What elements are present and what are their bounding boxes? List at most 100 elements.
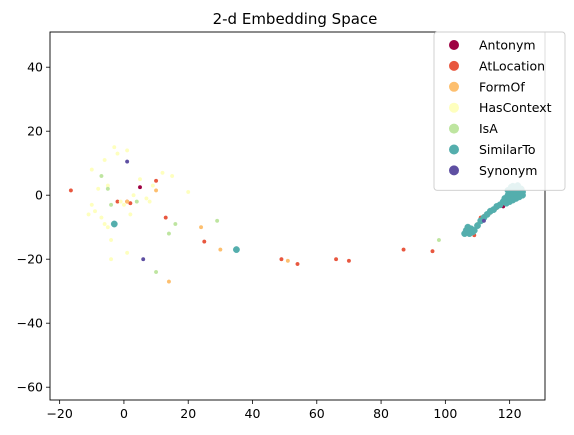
legend: Antonym AtLocation FormOf HasContext IsA Simi… — [433, 31, 566, 191]
data-point — [199, 225, 204, 230]
data-point — [430, 249, 435, 254]
data-point — [137, 177, 142, 182]
x-tick-label: 20 — [180, 406, 196, 421]
data-point — [154, 188, 159, 193]
legend-label: Synonym — [479, 163, 537, 178]
data-point — [474, 222, 481, 230]
data-point — [118, 199, 123, 204]
data-point — [89, 167, 94, 172]
data-point — [141, 257, 146, 262]
data-point — [233, 246, 240, 254]
y-tick-label: 0 — [35, 188, 43, 203]
chart-title: 2-d Embedding Space — [213, 10, 378, 28]
legend-marker — [449, 60, 459, 71]
data-point — [121, 202, 126, 207]
data-point — [334, 257, 339, 262]
data-point — [186, 189, 191, 194]
data-point — [346, 258, 351, 263]
legend-label: SimilarTo — [479, 142, 536, 157]
data-point — [147, 199, 152, 204]
data-point — [134, 199, 139, 204]
legend-label: HasContext — [479, 100, 552, 115]
x-tick-label: 60 — [309, 406, 325, 421]
legend-label: FormOf — [479, 79, 525, 94]
x-tick-label: 0 — [120, 406, 128, 421]
x-tick-label: −20 — [46, 406, 72, 421]
data-point — [105, 225, 110, 230]
data-point — [170, 173, 175, 178]
data-point — [154, 178, 159, 183]
legend-marker — [449, 81, 459, 92]
data-point — [92, 209, 97, 214]
y-tick-label: 20 — [27, 124, 43, 139]
data-point — [115, 151, 120, 156]
data-point — [105, 186, 110, 191]
x-tick-label: 40 — [245, 406, 261, 421]
data-point — [110, 220, 118, 228]
legend-frame — [433, 31, 566, 191]
x-tick-label: 80 — [373, 406, 389, 421]
data-point — [470, 226, 478, 234]
legend-marker — [449, 102, 459, 113]
data-point — [150, 183, 155, 188]
data-point — [102, 157, 107, 162]
data-point — [68, 188, 73, 193]
data-point — [86, 212, 91, 217]
data-point — [285, 258, 290, 263]
legend-label: Antonym — [479, 38, 536, 53]
series-hascontext — [86, 145, 191, 262]
data-point — [166, 279, 171, 284]
data-point — [166, 231, 171, 236]
data-point — [125, 159, 130, 164]
data-point — [128, 212, 133, 217]
legend-label: AtLocation — [479, 58, 545, 73]
y-tick-label: 40 — [27, 60, 43, 75]
data-point — [137, 185, 142, 190]
data-point — [481, 218, 486, 223]
data-point — [279, 257, 284, 262]
data-point — [163, 215, 168, 220]
data-point — [89, 202, 94, 207]
data-point — [112, 145, 117, 150]
data-point — [160, 170, 165, 175]
data-point — [109, 237, 114, 242]
y-tick-label: −20 — [17, 252, 43, 267]
series-similarto — [110, 182, 526, 254]
data-point — [503, 199, 510, 207]
data-point — [128, 201, 133, 206]
data-point — [102, 221, 107, 226]
y-tick-label: −60 — [17, 380, 43, 395]
legend-label: IsA — [479, 121, 498, 136]
data-point — [125, 199, 130, 204]
data-point — [218, 247, 223, 252]
data-point — [125, 250, 130, 255]
data-point — [144, 196, 149, 201]
plot-area-frame — [49, 31, 546, 401]
data-point — [131, 193, 136, 198]
data-point — [154, 270, 159, 275]
data-point — [125, 148, 130, 153]
x-tick-label: 100 — [433, 406, 457, 421]
data-point — [109, 202, 114, 207]
data-point — [401, 247, 406, 252]
legend-marker — [449, 165, 459, 176]
data-point — [173, 221, 178, 226]
data-point — [202, 239, 207, 244]
data-point — [109, 257, 114, 262]
data-point — [99, 215, 104, 220]
data-point — [96, 186, 101, 191]
series-synonym — [125, 159, 486, 262]
y-tick-label: −40 — [17, 316, 43, 331]
data-point — [436, 237, 441, 242]
legend-marker — [449, 40, 459, 50]
data-point — [215, 218, 220, 223]
points-layer — [68, 145, 526, 284]
series-formof — [125, 188, 290, 284]
data-point — [519, 191, 526, 199]
legend-marker — [449, 123, 459, 134]
x-tick-label: 120 — [498, 406, 522, 421]
x-axis: −20 0 20 40 60 80 100 120 — [46, 400, 522, 421]
series-atlocation — [68, 178, 525, 267]
data-point — [99, 173, 104, 178]
